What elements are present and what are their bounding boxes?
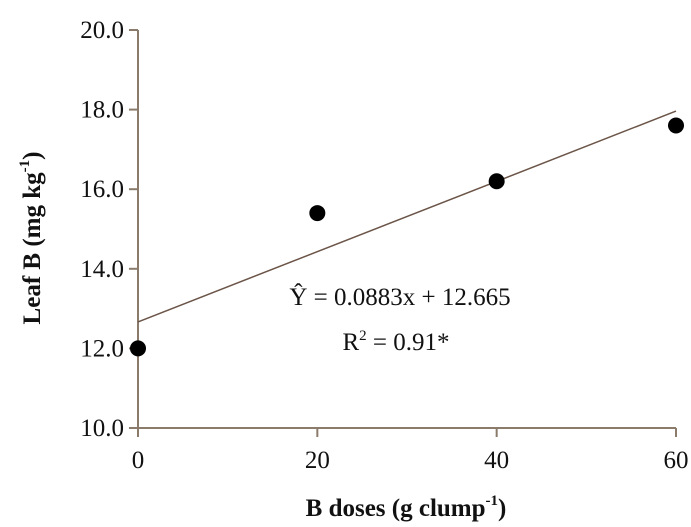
- y-tick-label: 20.0: [80, 17, 124, 44]
- y-axis-ticks: 10.0 12.0 14.0 16.0 18.0 20.0: [80, 17, 138, 442]
- x-tick-label: 40: [484, 447, 509, 474]
- r-squared-label: R2 = 0.91*: [342, 328, 449, 356]
- x-axis-ticks: 0 20 40 60: [132, 428, 689, 474]
- data-point: [488, 173, 505, 190]
- x-tick-label: 60: [664, 447, 689, 474]
- x-tick-label: 0: [132, 447, 145, 474]
- x-tick-label: 20: [305, 447, 330, 474]
- trend-line: [137, 110, 677, 323]
- data-points: [130, 117, 684, 357]
- equation-label: Ŷ = 0.0883x + 12.665: [289, 283, 510, 311]
- data-point: [130, 340, 146, 357]
- y-tick-label: 14.0: [80, 256, 124, 283]
- y-tick-label: 12.0: [80, 335, 124, 362]
- y-tick-label: 16.0: [80, 176, 124, 203]
- data-point: [668, 117, 684, 134]
- data-point: [309, 205, 326, 222]
- x-axis-title: B doses (g clump-1): [306, 493, 507, 522]
- y-tick-label: 10.0: [80, 415, 124, 442]
- y-tick-label: 18.0: [80, 97, 124, 124]
- y-axis-title: Leaf B (mg kg-1): [17, 152, 46, 325]
